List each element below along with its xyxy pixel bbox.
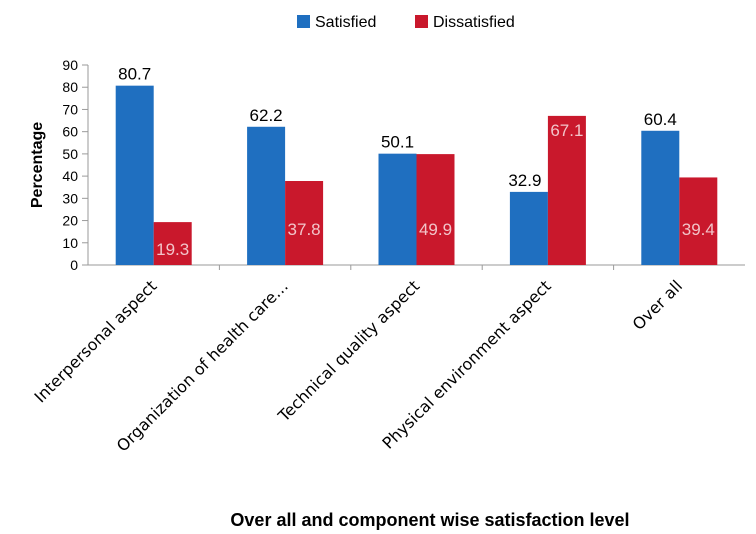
bar-dissatisfied-4	[547, 115, 586, 265]
legend-label-dissatisfied: Dissatisfied	[433, 14, 515, 31]
legend-swatch-dissatisfied	[415, 15, 428, 28]
value-label-satisfied-1: 80.7	[118, 65, 151, 84]
bar-satisfied-4	[509, 191, 548, 265]
y-tick-label: 20	[62, 213, 78, 229]
value-label-satisfied-4: 32.9	[508, 171, 541, 190]
bar-dissatisfied-5	[679, 177, 718, 265]
y-axis: 0 10 20 30 40 50 60 70 80 90	[62, 57, 89, 273]
value-labels: 80.7 19.3 62.2 37.8 50.1 49.9 32.9 67.1 60.4 39.4	[118, 65, 715, 259]
x-tick-label: Over all	[629, 276, 686, 333]
value-label-satisfied-2: 62.2	[250, 106, 283, 125]
x-tick-label: Technical quality aspect	[274, 276, 424, 426]
bar-dissatisfied-3	[416, 154, 455, 265]
legend-label-satisfied: Satisfied	[315, 14, 376, 31]
legend-swatch-satisfied	[297, 15, 310, 28]
y-tick-label: 70	[62, 101, 78, 117]
y-tick-label: 40	[62, 168, 78, 184]
legend: Satisfied Dissatisfied	[297, 14, 515, 31]
value-label-dissatisfied-1: 19.3	[156, 240, 189, 259]
y-tick-label: 60	[62, 124, 78, 140]
bar-dissatisfied-2	[285, 181, 324, 265]
value-label-dissatisfied-5: 39.4	[682, 220, 715, 239]
y-tick-label: 10	[62, 235, 78, 251]
x-axis-title: Over all and component wise satisfaction…	[230, 510, 629, 530]
bar-dissatisfied-1	[153, 222, 192, 265]
value-label-dissatisfied-4: 67.1	[550, 121, 583, 140]
bar-satisfied-3	[378, 153, 417, 265]
y-tick-label: 0	[70, 257, 78, 273]
bar-satisfied-5	[641, 130, 680, 265]
value-label-satisfied-3: 50.1	[381, 133, 414, 152]
value-label-dissatisfied-2: 37.8	[288, 220, 321, 239]
bars	[115, 85, 718, 266]
value-label-satisfied-5: 60.4	[644, 110, 677, 129]
y-tick-label: 50	[62, 146, 78, 162]
value-label-dissatisfied-3: 49.9	[419, 220, 452, 239]
y-tick-label: 80	[62, 79, 78, 95]
y-tick-label: 30	[62, 190, 78, 206]
bar-satisfied-2	[247, 126, 286, 266]
bar-satisfied-1	[115, 85, 154, 266]
y-axis-title: Percentage	[29, 122, 46, 208]
x-tick-label: Interpersonal aspect	[30, 276, 160, 406]
y-tick-label: 90	[62, 57, 78, 73]
